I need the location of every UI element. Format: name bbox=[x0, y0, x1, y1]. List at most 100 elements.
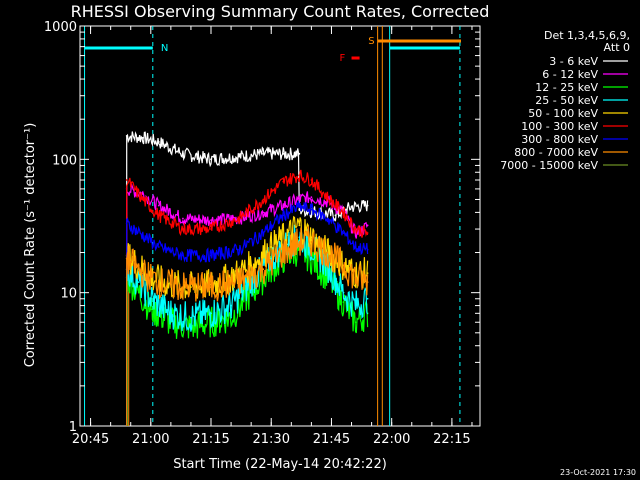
data-point bbox=[238, 155, 241, 158]
x-tick-label: 21:00 bbox=[132, 432, 169, 447]
legend-label: 12 - 25 keV bbox=[535, 81, 598, 94]
legend-label: 3 - 6 keV bbox=[549, 55, 598, 68]
data-point bbox=[350, 205, 353, 208]
data-point bbox=[250, 264, 253, 267]
data-point bbox=[310, 236, 313, 239]
x-tick-label: 21:45 bbox=[313, 432, 350, 447]
data-point bbox=[238, 217, 241, 220]
saa-flag-label: S bbox=[368, 36, 374, 47]
legend-title: Det 1,3,4,5,6,9, bbox=[544, 29, 630, 42]
data-point bbox=[141, 193, 144, 195]
flare-flag-label: F bbox=[339, 53, 345, 64]
data-point bbox=[298, 152, 301, 155]
y-tick-label: 10 bbox=[60, 287, 77, 302]
data-point bbox=[141, 234, 144, 237]
y-axis-label: Corrected Count Rate (s⁻¹ detector⁻¹) bbox=[23, 123, 38, 368]
data-point bbox=[366, 204, 369, 207]
data-point bbox=[141, 272, 144, 275]
data-point bbox=[157, 204, 160, 207]
data-point bbox=[262, 211, 265, 214]
data-point bbox=[262, 198, 265, 201]
y-tick-label: 1 bbox=[69, 420, 77, 435]
data-point bbox=[310, 208, 313, 211]
data-point bbox=[125, 179, 128, 181]
data-point bbox=[298, 174, 301, 177]
data-point bbox=[169, 312, 172, 315]
data-point bbox=[342, 211, 345, 214]
data-point bbox=[210, 228, 212, 230]
data-point bbox=[238, 281, 241, 284]
y-tick-label: 1000 bbox=[44, 20, 77, 35]
series-line bbox=[126, 200, 369, 426]
data-point bbox=[190, 316, 192, 319]
series-line bbox=[126, 131, 369, 426]
night-flag-label: N bbox=[161, 43, 168, 54]
data-point bbox=[157, 141, 160, 143]
y-ticks: 1 10 100 1000 bbox=[44, 20, 480, 435]
data-point bbox=[262, 232, 265, 234]
data-point bbox=[354, 246, 357, 248]
data-point bbox=[354, 228, 357, 230]
timestamp: 23-Oct-2021 17:30 bbox=[560, 468, 636, 477]
data-point bbox=[366, 281, 369, 284]
series-line bbox=[126, 226, 369, 426]
legend-label: 800 - 7000 keV bbox=[514, 146, 598, 159]
legend-label: 100 - 300 keV bbox=[521, 120, 598, 133]
data-point bbox=[342, 232, 345, 234]
data-point bbox=[282, 251, 285, 254]
data-point bbox=[210, 254, 212, 257]
data-point bbox=[298, 208, 301, 211]
data-point bbox=[149, 308, 152, 311]
series-line bbox=[126, 169, 369, 426]
x-tick-label: 20:45 bbox=[72, 432, 109, 447]
data-point bbox=[182, 152, 184, 155]
data-point bbox=[298, 205, 301, 208]
data-point bbox=[366, 224, 369, 227]
data-point bbox=[262, 268, 265, 271]
legend-label: 6 - 12 keV bbox=[542, 68, 598, 81]
data-point bbox=[366, 297, 369, 300]
data-point bbox=[141, 198, 144, 201]
data-point bbox=[125, 134, 128, 137]
data-point bbox=[270, 246, 273, 248]
data-point bbox=[342, 264, 345, 267]
data-point bbox=[157, 281, 160, 284]
data-point bbox=[366, 232, 369, 234]
legend-label: 300 - 800 keV bbox=[521, 133, 598, 146]
data-point bbox=[354, 276, 357, 279]
legend-title: Att 0 bbox=[604, 41, 630, 54]
data-point bbox=[298, 198, 301, 201]
legend-label: 7000 - 15000 keV bbox=[500, 159, 598, 172]
x-tick-label: 22:00 bbox=[373, 432, 410, 447]
data-point bbox=[190, 286, 192, 289]
data-point bbox=[282, 180, 285, 183]
data-point bbox=[210, 158, 212, 161]
legend-label: 50 - 100 keV bbox=[528, 107, 598, 120]
data-point bbox=[137, 291, 140, 294]
chart-title: RHESSI Observing Summary Count Rates, Co… bbox=[71, 2, 490, 21]
data-point bbox=[230, 304, 232, 307]
data-point bbox=[366, 272, 369, 275]
y-tick-label: 100 bbox=[52, 153, 77, 168]
data-point bbox=[326, 196, 329, 199]
plot-area: N S F bbox=[79, 25, 481, 427]
plot-frame bbox=[79, 25, 481, 427]
data-point bbox=[342, 291, 345, 294]
data-point bbox=[298, 236, 301, 239]
data-point bbox=[310, 196, 313, 199]
data-point bbox=[326, 217, 329, 220]
data-point bbox=[326, 251, 329, 254]
x-tick-label: 21:30 bbox=[253, 432, 290, 447]
legend-label: 25 - 50 keV bbox=[535, 94, 598, 107]
data-point bbox=[238, 248, 241, 251]
data-point bbox=[157, 246, 160, 248]
data-point bbox=[282, 214, 285, 217]
data-point bbox=[157, 214, 160, 217]
data-point bbox=[125, 222, 128, 225]
data-point bbox=[310, 241, 313, 243]
data-point bbox=[210, 312, 212, 315]
data-point bbox=[334, 214, 337, 217]
data-point bbox=[298, 241, 301, 243]
data-point bbox=[141, 136, 144, 139]
